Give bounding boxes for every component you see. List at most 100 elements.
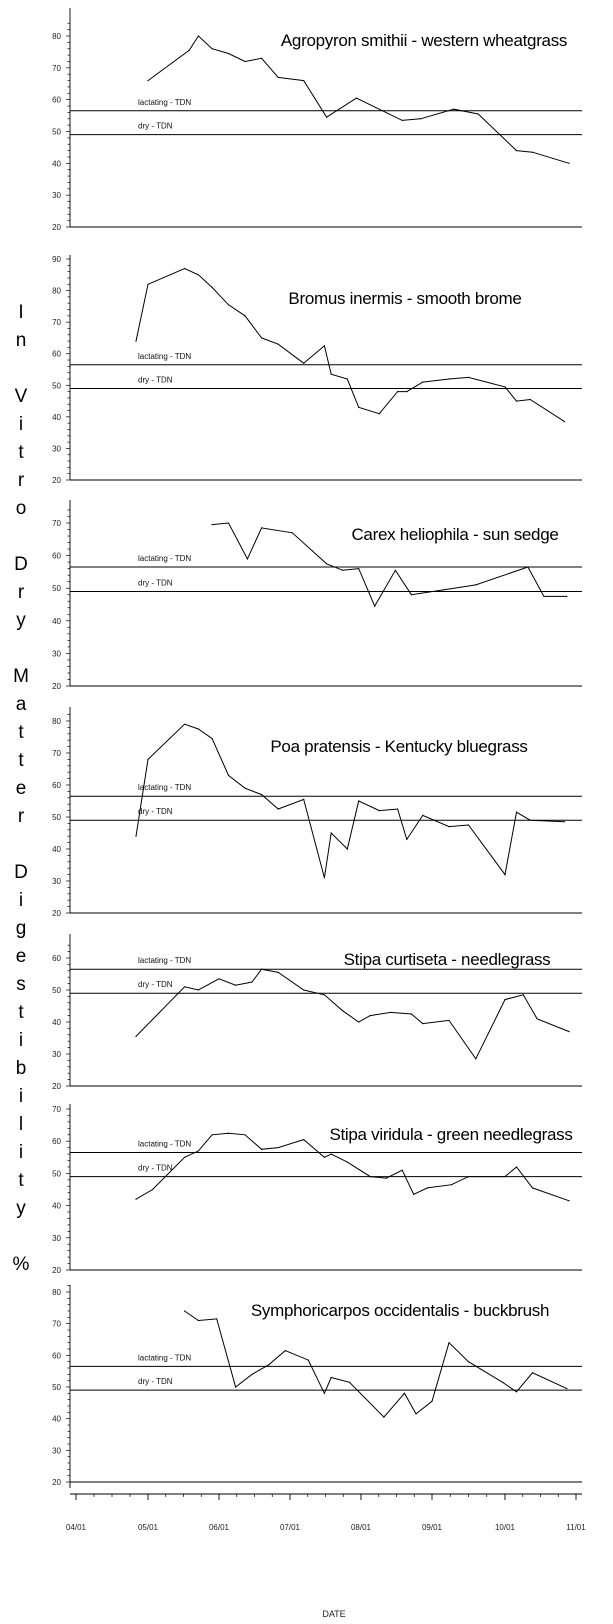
y-tick-label: 70 [52, 749, 61, 758]
dry-tdn-label: dry - TDN [138, 578, 173, 587]
y-axis-title-letter: i [19, 414, 23, 435]
data-point [277, 343, 279, 345]
data-point [211, 48, 213, 50]
y-tick-label: 60 [52, 1137, 61, 1146]
data-point [422, 381, 424, 383]
panel-title: Stipa curtiseta - needlegrass [344, 950, 551, 969]
data-point [413, 1193, 415, 1195]
data-point [197, 1319, 199, 1322]
panel-title: Agropyron smithii - western wheatgrass [281, 31, 567, 50]
y-axis-title-letter: b [16, 1058, 27, 1079]
data-point [515, 150, 518, 152]
series-line [135, 1132, 570, 1202]
data-point [268, 1364, 270, 1366]
data-point [568, 1031, 570, 1033]
data-point [401, 1169, 403, 1171]
x-tick-label: 07/01 [280, 1523, 301, 1532]
y-tick-label: 30 [52, 1050, 61, 1059]
y-tick-label: 70 [52, 519, 61, 528]
data-point [211, 738, 213, 740]
data-point [235, 984, 237, 986]
y-tick-label: 60 [52, 954, 61, 963]
dry-tdn-label: dry - TDN [138, 807, 173, 816]
data-point [261, 527, 263, 529]
data-point [448, 378, 450, 380]
data-point [211, 1134, 213, 1136]
data-point [568, 1200, 570, 1202]
data-point [184, 267, 186, 270]
data-point [261, 1148, 263, 1150]
y-axis-title: In Vitro Dry Matter Digestibility %InVit… [13, 302, 30, 1275]
y-tick-label: 40 [52, 1415, 61, 1424]
data-point [277, 76, 279, 78]
data-point [369, 1015, 371, 1017]
data-point [422, 1023, 424, 1025]
y-axis-title-letter: i [19, 1086, 23, 1107]
y-tick-label: 20 [52, 682, 61, 691]
data-point [218, 978, 220, 980]
y-tick-label: 60 [52, 781, 61, 790]
series-line [212, 522, 567, 608]
y-axis-title-letter: e [16, 778, 27, 799]
chart-panel: 20 30 40 50 60 70 80 90 lactating - TDN dry - TDN… [52, 255, 582, 485]
data-point [477, 113, 479, 115]
data-point [261, 57, 263, 59]
data-point [147, 758, 149, 761]
series-line [184, 1310, 568, 1418]
lactating-tdn-label: lactating - TDN [138, 554, 191, 563]
y-tick-label: 50 [52, 986, 61, 995]
y-tick-label: 30 [52, 877, 61, 886]
y-tick-label: 70 [52, 318, 61, 327]
data-point [227, 52, 230, 55]
data-point [184, 1156, 186, 1158]
dry-tdn-label: dry - TDN [138, 375, 173, 384]
y-tick-label: 30 [52, 649, 61, 658]
y-tick-label: 50 [52, 584, 61, 593]
y-tick-label: 40 [52, 413, 61, 422]
x-tick-label: 04/01 [66, 1523, 87, 1532]
data-point [277, 971, 279, 974]
y-tick-label: 50 [52, 1383, 61, 1392]
data-point [211, 286, 213, 288]
data-point [467, 1361, 470, 1363]
y-tick-label: 60 [52, 350, 61, 359]
y-tick-label: 60 [52, 1351, 61, 1360]
y-tick-label: 60 [52, 552, 61, 561]
data-point [261, 968, 263, 970]
data-point [244, 60, 246, 63]
data-point [303, 1139, 305, 1141]
data-point [355, 97, 357, 99]
data-point [504, 999, 506, 1001]
data-point [244, 315, 246, 317]
data-point [504, 1176, 506, 1178]
data-point [227, 304, 230, 306]
data-point [475, 584, 477, 586]
panel-title: Carex heliophila - sun sedge [351, 525, 558, 544]
y-tick-label: 20 [52, 1478, 61, 1487]
y-tick-label: 70 [52, 64, 61, 73]
lactating-tdn-label: lactating - TDN [138, 1139, 191, 1148]
data-point [566, 1388, 568, 1390]
y-tick-label: 50 [52, 813, 61, 822]
data-point [277, 1147, 279, 1149]
data-point [135, 1035, 137, 1037]
panel-title: Poa pratensis - Kentucky bluegrass [270, 737, 527, 756]
chart-panel: 20 30 40 50 60 70 80 lactating - TDN dry - TDN Ag… [52, 8, 582, 232]
y-axis-title-letter: t [18, 442, 24, 463]
y-axis-title-letter: M [13, 666, 29, 687]
data-point [348, 1381, 351, 1383]
y-axis-title-letter: t [18, 722, 24, 743]
data-point [135, 1198, 137, 1200]
series-line [147, 35, 570, 164]
data-point [390, 1011, 392, 1014]
data-point [244, 787, 246, 789]
data-point [346, 1161, 348, 1163]
data-point [227, 774, 230, 777]
data-point [358, 800, 360, 802]
data-point [448, 1342, 450, 1344]
data-point [522, 994, 524, 996]
data-point [342, 1010, 344, 1012]
data-point [406, 391, 408, 393]
data-point [184, 723, 186, 725]
data-point [369, 1176, 371, 1178]
